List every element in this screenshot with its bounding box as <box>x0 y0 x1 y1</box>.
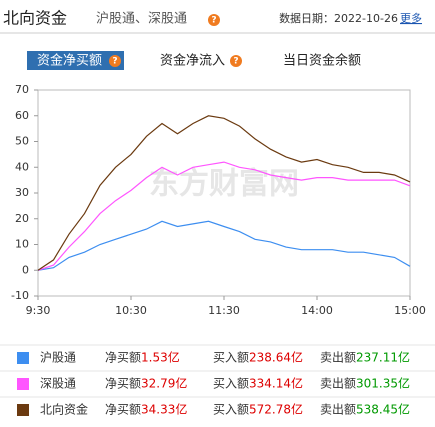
buy-value: 334.14亿 <box>249 376 303 391</box>
sell-label: 卖出额 <box>320 403 356 417</box>
y-tick-label: 10 <box>15 238 29 251</box>
x-tick-label: 11:30 <box>208 304 240 317</box>
series-line <box>37 220 411 271</box>
x-tick-label: 9:30 <box>26 304 51 317</box>
x-tick-label: 10:30 <box>115 304 147 317</box>
y-tick-label: 70 <box>15 83 29 96</box>
help-icon[interactable] <box>208 14 220 26</box>
legend-swatch <box>17 404 29 416</box>
page-title: 北向资金 <box>3 9 67 28</box>
x-tick-label: 15:00 <box>394 304 426 317</box>
buy-label: 买入额 <box>213 403 249 417</box>
y-tick-label: 30 <box>15 186 29 199</box>
series-line <box>37 115 411 271</box>
watermark: 东方财富网 <box>149 167 299 202</box>
sell-label: 卖出额 <box>320 351 356 365</box>
y-tick-label: 0 <box>22 263 29 276</box>
buy-value: 238.64亿 <box>249 350 303 365</box>
tab[interactable]: 资金净流入 <box>160 53 225 69</box>
more-link[interactable]: 更多 <box>400 11 422 25</box>
net-label: 净买额 <box>105 377 141 391</box>
net-value: 34.33亿 <box>141 402 187 417</box>
x-tick-label: 14:00 <box>301 304 333 317</box>
legend-name: 北向资金 <box>40 402 88 417</box>
help-icon[interactable] <box>230 55 242 67</box>
y-tick-label: 60 <box>15 109 29 122</box>
net-value: 32.79亿 <box>141 376 187 391</box>
net-value: 1.53亿 <box>141 350 180 365</box>
y-tick-label: -10 <box>11 289 29 302</box>
buy-label: 买入额 <box>213 351 249 365</box>
tab[interactable]: 当日资金余额 <box>283 53 361 69</box>
help-icon-text: ? <box>211 16 216 26</box>
data-date: 数据日期：2022-10-26 <box>279 11 398 25</box>
sell-value: 301.35亿 <box>356 376 410 391</box>
legend-swatch <box>17 378 29 390</box>
series-line <box>37 161 411 271</box>
buy-label: 买入额 <box>213 377 249 391</box>
legend-name: 深股通 <box>40 377 76 391</box>
help-icon[interactable] <box>109 55 121 67</box>
net-label: 净买额 <box>105 351 141 365</box>
y-tick-label: 20 <box>15 212 29 225</box>
page-subtitle: 沪股通、深股通 <box>96 11 187 27</box>
sell-value: 538.45亿 <box>356 402 410 417</box>
tab-active[interactable] <box>27 51 124 70</box>
legend-name: 沪股通 <box>40 351 76 365</box>
tab[interactable]: 资金净买额 <box>37 53 102 69</box>
help-icon-text: ? <box>112 57 117 67</box>
sell-label: 卖出额 <box>320 377 356 391</box>
legend-swatch <box>17 352 29 364</box>
sell-value: 237.11亿 <box>356 350 410 365</box>
y-tick-label: 40 <box>15 160 29 173</box>
net-label: 净买额 <box>105 403 141 417</box>
y-tick-label: 50 <box>15 135 29 148</box>
buy-value: 572.78亿 <box>249 402 303 417</box>
help-icon-text: ? <box>233 57 238 67</box>
